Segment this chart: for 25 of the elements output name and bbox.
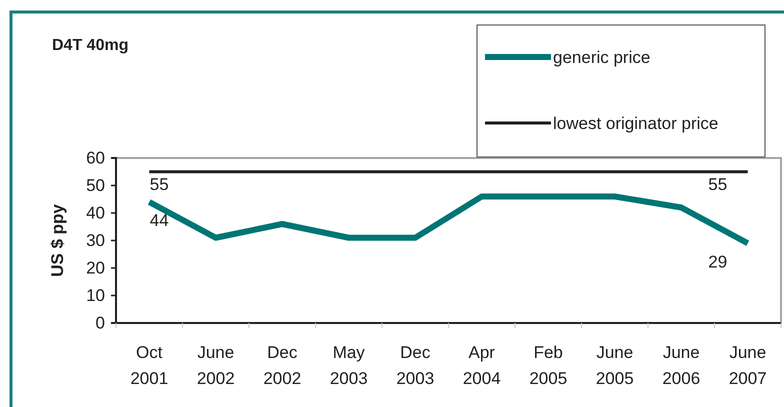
x-tick-label: June 2007: [728, 343, 767, 388]
y-tick-label: 50: [86, 176, 105, 195]
legend-label: lowest originator price: [553, 114, 718, 133]
y-tick-label: 10: [86, 286, 105, 305]
y-tick-label: 30: [86, 230, 105, 250]
x-tick-label: Oct 2001: [130, 343, 168, 388]
data-label: 44: [150, 211, 169, 230]
x-tick-label: June 2006: [662, 343, 700, 388]
y-tick-label: 60: [86, 148, 105, 168]
x-tick-label: Dec 2002: [263, 343, 302, 388]
x-tick-label: June 2005: [596, 343, 634, 388]
y-tick-label: 20: [86, 258, 105, 278]
y-tick-label: 0: [96, 313, 105, 332]
x-tick-label: Dec 2003: [396, 343, 434, 388]
x-tick-label: Apr 2004: [462, 343, 501, 388]
x-tick-label: June 2002: [196, 343, 235, 388]
y-axis-title: US $ ppy: [48, 204, 67, 277]
chart-title: D4T 40mg: [52, 37, 128, 54]
data-label: 55: [708, 174, 728, 194]
data-label: 29: [708, 252, 728, 272]
y-tick-label: 40: [86, 203, 105, 222]
x-tick-label: May 2003: [330, 343, 368, 388]
data-label: 55: [150, 174, 169, 194]
legend-label: generic price: [553, 48, 650, 67]
x-tick-label: Feb 2005: [529, 343, 568, 388]
